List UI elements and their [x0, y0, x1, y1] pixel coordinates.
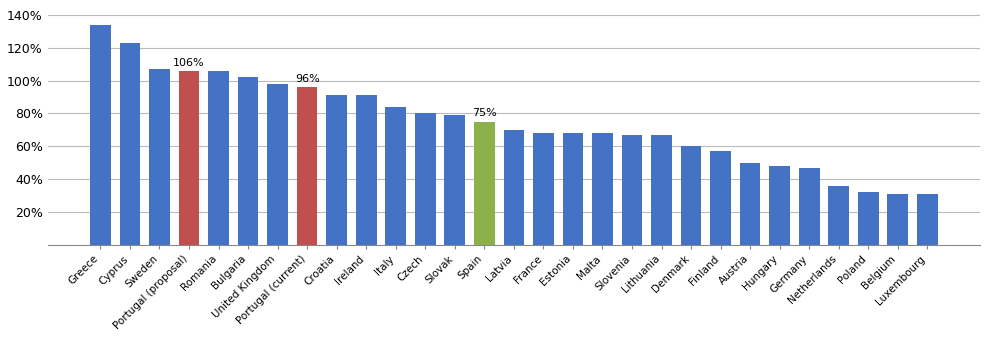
Bar — [267, 84, 288, 244]
Bar — [503, 130, 524, 244]
Bar — [857, 192, 878, 244]
Bar — [710, 151, 731, 244]
Bar — [532, 133, 553, 244]
Bar — [473, 122, 494, 244]
Bar — [208, 71, 229, 244]
Text: 96%: 96% — [295, 74, 319, 84]
Bar — [651, 135, 671, 244]
Bar — [886, 194, 907, 244]
Bar — [592, 133, 612, 244]
Bar — [90, 25, 110, 244]
Bar — [149, 69, 170, 244]
Bar — [297, 87, 317, 244]
Bar — [326, 95, 347, 244]
Bar — [916, 194, 937, 244]
Bar — [356, 95, 376, 244]
Text: 106%: 106% — [173, 57, 205, 68]
Bar — [238, 77, 258, 244]
Bar — [414, 114, 435, 244]
Bar — [119, 43, 140, 244]
Bar — [621, 135, 642, 244]
Text: 75%: 75% — [471, 108, 496, 118]
Bar — [740, 163, 759, 244]
Bar — [562, 133, 583, 244]
Bar — [385, 107, 405, 244]
Bar — [827, 186, 848, 244]
Bar — [798, 168, 818, 244]
Bar — [444, 115, 464, 244]
Bar — [768, 166, 789, 244]
Bar — [680, 146, 701, 244]
Bar — [178, 71, 199, 244]
